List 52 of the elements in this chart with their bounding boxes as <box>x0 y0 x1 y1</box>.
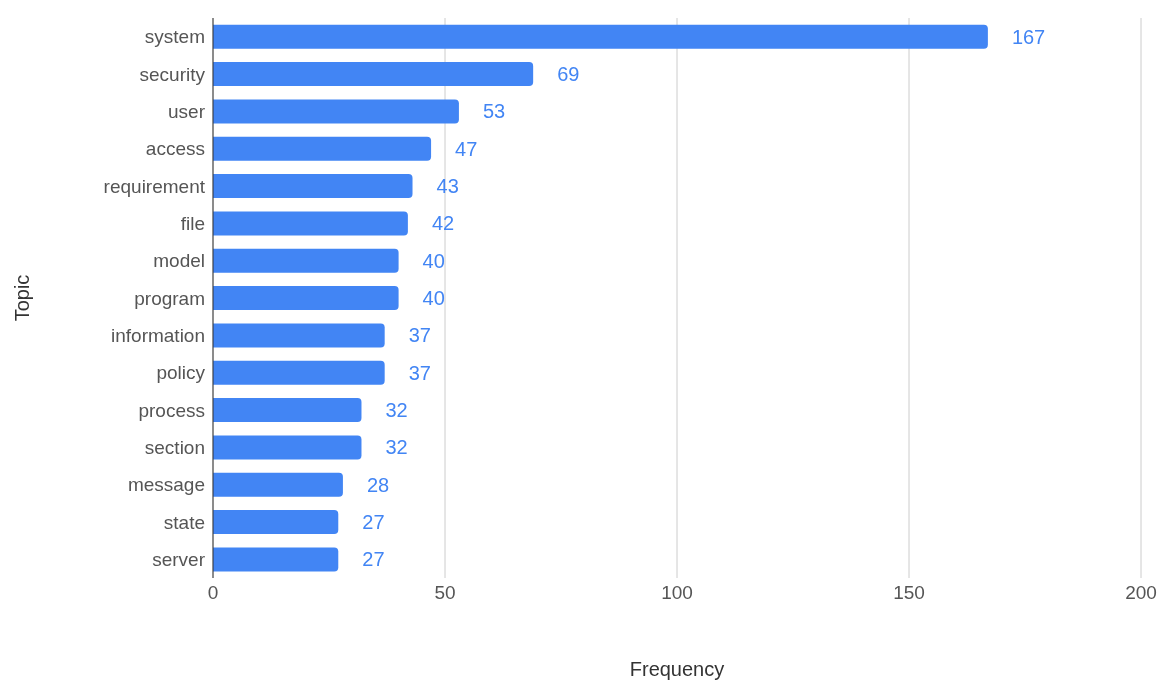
data-label: 28 <box>366 473 390 496</box>
bar <box>213 62 534 87</box>
bar <box>213 99 459 124</box>
bar <box>213 398 362 423</box>
bar <box>213 174 413 199</box>
y-axis-title: Topic <box>11 274 34 322</box>
x-tick-label: 100 <box>661 582 693 604</box>
bar <box>213 435 362 460</box>
y-tick-label: state <box>163 511 205 533</box>
bar <box>213 286 399 311</box>
bar <box>213 248 399 273</box>
data-label: 43 <box>436 175 459 198</box>
y-tick-label: policy <box>156 362 206 384</box>
data-label: 167 <box>1011 25 1046 48</box>
y-tick-label: access <box>145 138 205 160</box>
bar <box>213 24 988 49</box>
y-tick-label: requirement <box>103 175 206 197</box>
bar <box>213 360 385 385</box>
bar <box>213 472 343 497</box>
y-tick-label: process <box>138 399 205 421</box>
bar <box>213 510 339 535</box>
bar <box>213 547 339 572</box>
bar <box>213 211 408 236</box>
x-tick-label: 50 <box>434 582 456 604</box>
data-label: 27 <box>362 511 385 534</box>
y-tick-label: message <box>127 474 205 496</box>
y-tick-label: security <box>139 63 206 85</box>
data-label: 53 <box>482 100 506 123</box>
data-label: 32 <box>385 436 408 459</box>
x-axis-title: Frequency <box>629 658 725 680</box>
bar <box>213 136 432 161</box>
data-label: 37 <box>408 324 431 347</box>
y-tick-label: system <box>144 26 205 48</box>
data-label: 40 <box>422 249 445 272</box>
data-label: 42 <box>431 212 455 235</box>
data-label: 69 <box>557 63 580 86</box>
data-label: 27 <box>362 548 385 571</box>
data-label: 37 <box>408 361 431 384</box>
data-label: 32 <box>385 399 408 422</box>
data-label: 40 <box>422 287 445 310</box>
y-tick-label: model <box>153 250 205 272</box>
x-tick-label: 200 <box>1125 582 1157 604</box>
y-tick-label: user <box>168 101 206 123</box>
y-tick-label: section <box>144 437 205 459</box>
x-tick-label: 0 <box>207 582 219 604</box>
bar <box>213 323 385 348</box>
data-label: 47 <box>455 137 478 160</box>
y-tick-label: program <box>134 287 205 309</box>
y-tick-label: information <box>111 325 205 347</box>
y-tick-label: file <box>180 213 205 235</box>
y-tick-label: server <box>152 549 206 571</box>
x-tick-label: 150 <box>893 582 925 604</box>
